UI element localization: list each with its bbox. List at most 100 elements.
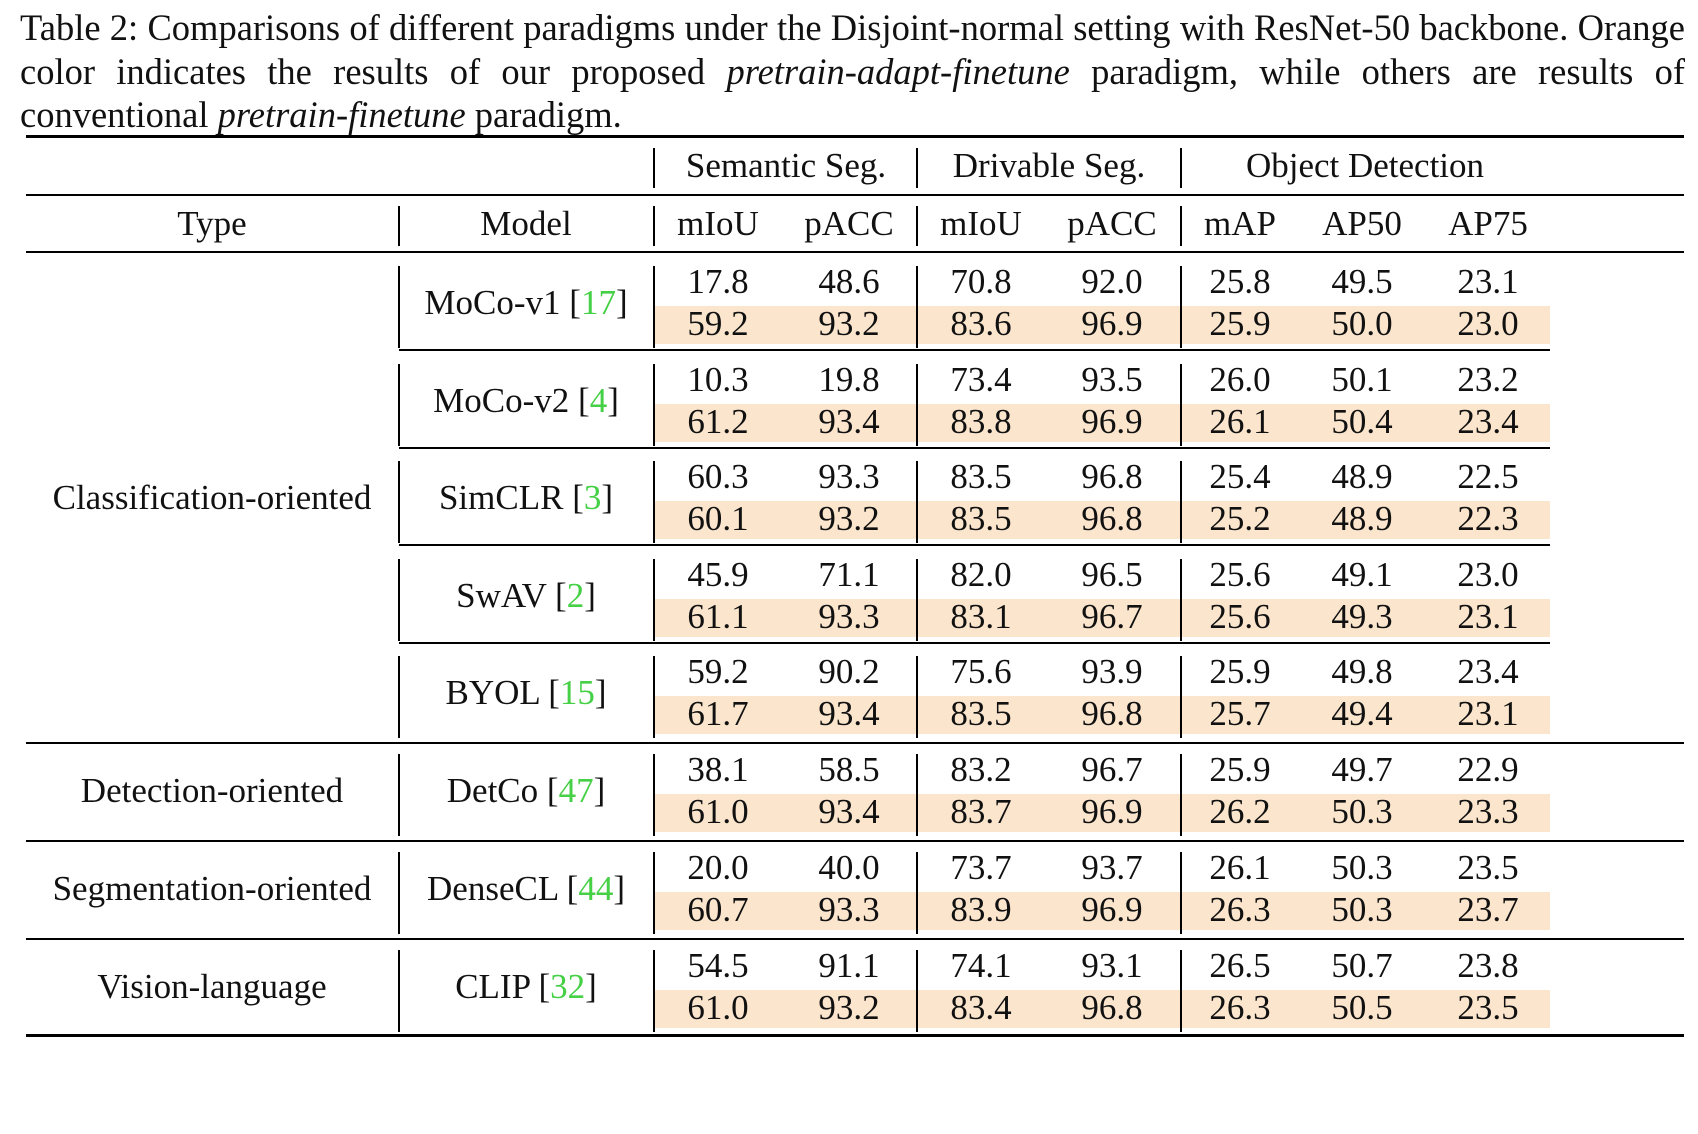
ours-value: 23.1 [1457,597,1519,636]
model-divider [399,349,1550,351]
ours-value: 25.9 [1209,304,1271,343]
baseline-value: 26.0 [1209,360,1271,399]
group-divider [26,840,1684,842]
row-separator [916,461,918,543]
baseline-value: 83.2 [950,750,1012,789]
ours-value: 93.4 [818,792,880,831]
group-header-rule [26,194,1684,196]
ours-value: 25.7 [1209,694,1271,733]
ours-value: 23.5 [1457,988,1519,1027]
group-header-separator [1180,148,1182,188]
baseline-value: 82.0 [950,555,1012,594]
citation-link[interactable]: 4 [589,381,608,420]
column-header-7: AP50 [1322,204,1402,243]
column-header-4: mIoU [940,204,1022,243]
ours-value: 93.3 [818,597,880,636]
row-separator [398,461,400,543]
row-separator [653,950,655,1032]
ours-value: 59.2 [687,304,749,343]
baseline-value: 75.6 [950,652,1012,691]
citation-link[interactable]: 32 [550,967,586,1006]
ours-value: 48.9 [1331,499,1393,538]
baseline-value: 45.9 [687,555,749,594]
row-separator [398,364,400,446]
baseline-value: 49.8 [1331,652,1393,691]
baseline-value: 48.6 [818,262,880,301]
group-header-0: Semantic Seg. [685,146,887,185]
type-label: Detection-oriented [80,771,344,810]
ours-value: 50.4 [1331,402,1393,441]
baseline-value: 26.5 [1209,946,1271,985]
baseline-value: 50.3 [1331,848,1393,887]
baseline-value: 22.5 [1457,457,1519,496]
baseline-value: 58.5 [818,750,880,789]
row-separator [916,559,918,641]
ours-value: 93.2 [818,988,880,1027]
top-rule [26,135,1684,138]
group-header-separator [653,148,655,188]
baseline-value: 73.4 [950,360,1012,399]
column-header-separator [1180,206,1182,246]
ours-value: 26.2 [1209,792,1271,831]
baseline-value: 93.5 [1081,360,1143,399]
ours-highlight [655,501,1550,539]
ours-highlight [655,696,1550,734]
type-label: Vision-language [97,967,327,1006]
baseline-value: 59.2 [687,652,749,691]
citation-link[interactable]: 47 [558,771,594,810]
baseline-value: 22.9 [1457,750,1519,789]
baseline-value: 93.1 [1081,946,1143,985]
baseline-value: 96.5 [1081,555,1143,594]
ours-value: 61.0 [687,792,749,831]
ours-value: 83.4 [950,988,1012,1027]
citation-link[interactable]: 3 [583,478,602,517]
citation-link[interactable]: 44 [578,869,614,908]
row-separator [653,656,655,738]
model-divider [399,642,1550,644]
ours-value: 49.4 [1331,694,1393,733]
row-separator [1180,754,1182,836]
row-separator [1180,364,1182,446]
ours-value: 23.3 [1457,792,1519,831]
ours-value: 50.3 [1331,890,1393,929]
baseline-value: 25.6 [1209,555,1271,594]
column-header-3: pACC [804,204,894,243]
ours-highlight [655,306,1550,344]
ours-value: 83.9 [950,890,1012,929]
baseline-value: 93.9 [1081,652,1143,691]
citation-link[interactable]: 15 [559,673,595,712]
table-caption: Table 2: Comparisons of different paradi… [20,7,1685,135]
ours-value: 93.3 [818,890,880,929]
column-header-8: AP75 [1448,204,1528,243]
ours-value: 96.9 [1081,890,1143,929]
ours-value: 96.7 [1081,597,1143,636]
baseline-value: 83.5 [950,457,1012,496]
ours-value: 93.4 [818,694,880,733]
ours-value: 93.2 [818,304,880,343]
bottom-rule [26,1034,1684,1037]
baseline-value: 93.7 [1081,848,1143,887]
ours-value: 61.2 [687,402,749,441]
citation-link[interactable]: 2 [566,576,585,615]
baseline-value: 26.1 [1209,848,1271,887]
ours-value: 61.7 [687,694,749,733]
baseline-value: 74.1 [950,946,1012,985]
column-header-0: Type [177,204,247,243]
ours-value: 96.8 [1081,499,1143,538]
ours-value: 26.3 [1209,988,1271,1027]
ours-value: 26.3 [1209,890,1271,929]
row-separator [916,266,918,348]
ours-value: 22.3 [1457,499,1519,538]
ours-value: 83.5 [950,499,1012,538]
ours-highlight [655,404,1550,442]
ours-highlight [655,794,1550,832]
baseline-value: 23.2 [1457,360,1519,399]
citation-link[interactable]: 17 [580,283,616,322]
model-name: DenseCL [44] [427,869,625,908]
row-separator [916,656,918,738]
ours-highlight [655,990,1550,1028]
model-name: DetCo [47] [446,771,606,810]
row-separator [398,559,400,641]
ours-value: 61.0 [687,988,749,1027]
row-separator [1180,461,1182,543]
